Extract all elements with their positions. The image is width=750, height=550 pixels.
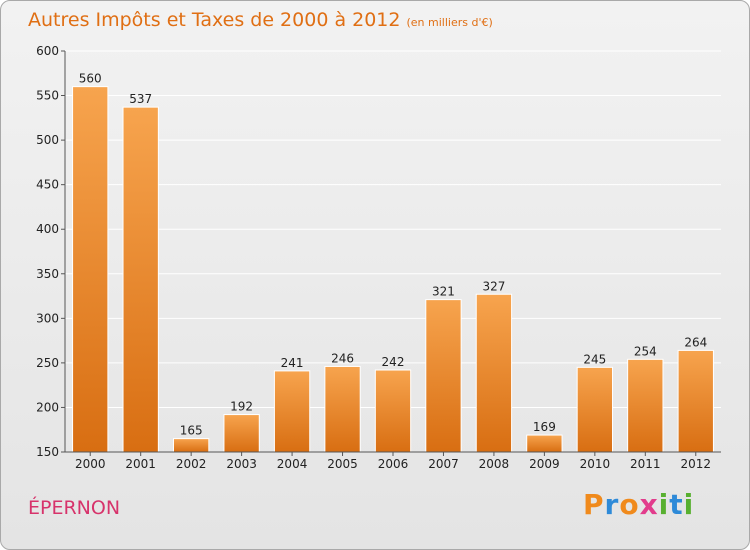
x-tick-label-2011: 2011	[630, 457, 661, 471]
city-name: ÉPERNON	[28, 497, 121, 519]
x-tick-label-2000: 2000	[75, 457, 106, 471]
y-tick-label: 550	[36, 89, 59, 103]
bar-2000	[72, 86, 109, 453]
chart-title: Autres Impôts et Taxes de 2000 à 2012 (en…	[28, 9, 493, 31]
x-tick-label-2003: 2003	[226, 457, 257, 471]
bar-2003	[223, 414, 260, 453]
value-label-2011: 254	[634, 344, 657, 358]
x-tick-label-2007: 2007	[428, 457, 459, 471]
logo-letter: i	[658, 488, 670, 521]
bar-2006	[374, 369, 412, 453]
y-tick-label: 350	[36, 267, 59, 281]
x-tick-label-2006: 2006	[378, 457, 409, 471]
x-tick-label-2002: 2002	[176, 457, 207, 471]
x-tick-label-2005: 2005	[327, 457, 358, 471]
value-label-2001: 537	[129, 92, 152, 106]
value-label-2008: 327	[482, 279, 505, 293]
x-tick-label-2012: 2012	[680, 457, 711, 471]
proxiti-logo: Proxiti	[583, 488, 694, 521]
bar-2009	[526, 434, 563, 453]
y-tick-label: 450	[36, 178, 59, 192]
x-tick-label-2010: 2010	[580, 457, 611, 471]
value-label-2005: 246	[331, 351, 354, 365]
bar-2010	[576, 366, 614, 453]
bar-2002	[172, 438, 210, 453]
value-label-2010: 245	[583, 352, 606, 366]
bar-2005	[324, 365, 361, 453]
value-label-2007: 321	[432, 285, 455, 299]
value-label-2003: 192	[230, 400, 253, 414]
logo-letter: o	[619, 488, 640, 521]
bar-2012	[677, 349, 714, 453]
y-tick-label: 400	[36, 222, 59, 236]
logo-letter: P	[583, 488, 605, 521]
chart-title-text: Autres Impôts et Taxes de 2000 à 2012	[28, 9, 401, 31]
y-tick-label: 600	[36, 44, 59, 58]
bar-2008	[475, 293, 513, 453]
value-label-2002: 165	[180, 424, 203, 438]
logo-letter: t	[669, 488, 684, 521]
chart-subtitle: (en milliers d'€)	[406, 16, 493, 29]
bar-2007	[425, 299, 462, 453]
x-tick-label-2004: 2004	[277, 457, 308, 471]
value-label-2009: 169	[533, 420, 556, 434]
x-tick-label-2009: 2009	[529, 457, 560, 471]
bar-2004	[273, 370, 311, 453]
y-tick-label: 500	[36, 133, 59, 147]
value-label-2004: 241	[281, 356, 304, 370]
bar-2001	[122, 106, 159, 453]
y-tick-label: 200	[36, 400, 59, 414]
bar-2011	[627, 358, 664, 453]
y-tick-label: 150	[36, 445, 59, 459]
x-tick-label-2008: 2008	[479, 457, 510, 471]
y-tick-label: 300	[36, 311, 59, 325]
value-label-2000: 560	[79, 72, 102, 86]
x-tick-label-2001: 2001	[125, 457, 156, 471]
value-label-2012: 264	[684, 335, 707, 349]
logo-letter: x	[639, 488, 659, 521]
value-label-2006: 242	[382, 355, 405, 369]
logo-letter: r	[604, 488, 620, 521]
y-tick-label: 250	[36, 356, 59, 370]
logo-letter: i	[683, 488, 695, 521]
